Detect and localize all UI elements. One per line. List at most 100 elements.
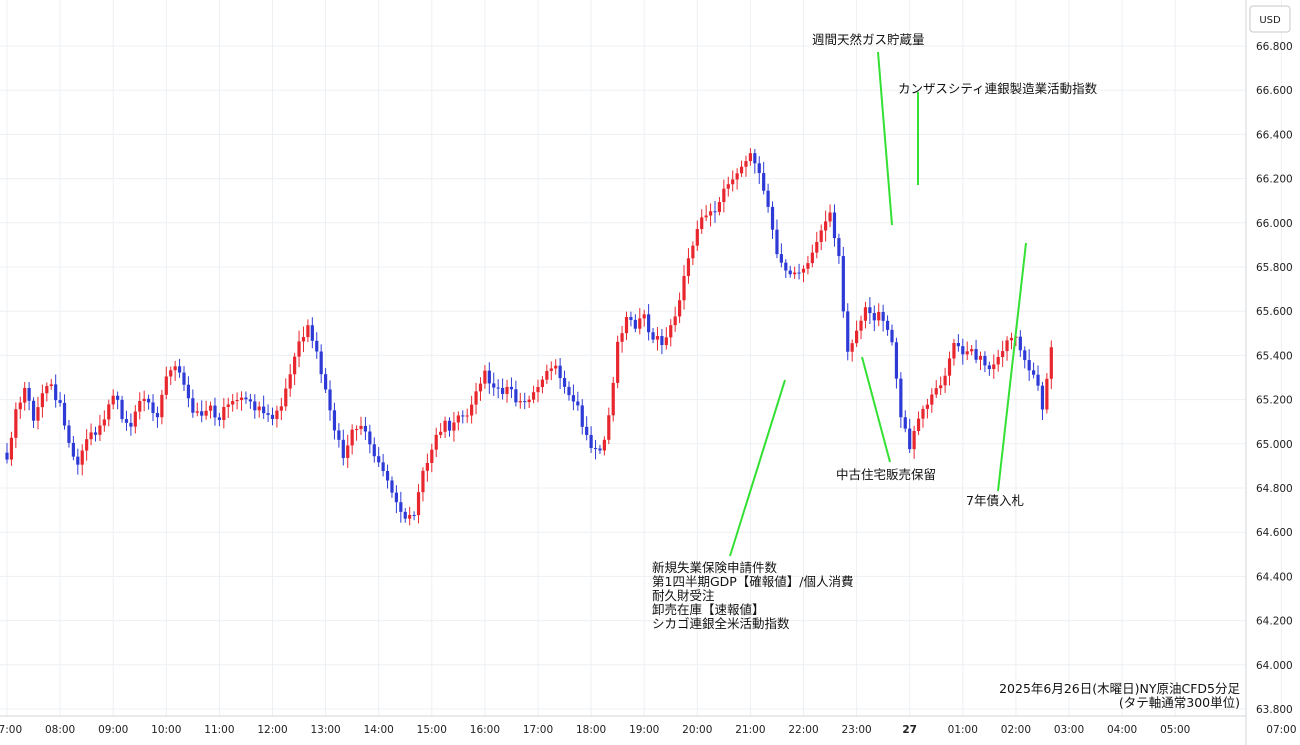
candle	[182, 366, 186, 392]
candle	[5, 442, 9, 464]
candle	[71, 436, 75, 461]
candle	[1036, 365, 1040, 391]
candle	[793, 266, 797, 279]
candle	[961, 338, 965, 365]
candle	[191, 389, 195, 418]
candle	[894, 337, 899, 389]
y-tick-label: 65.000	[1256, 439, 1293, 451]
candle	[713, 201, 717, 223]
candle	[1005, 336, 1009, 361]
x-tick-label: 02:00	[1001, 724, 1031, 736]
candle	[731, 170, 735, 192]
candle	[770, 201, 775, 239]
candle	[89, 423, 93, 446]
candle	[58, 392, 62, 407]
candle	[275, 405, 279, 428]
candle	[753, 148, 757, 174]
candle	[912, 425, 916, 459]
candle	[465, 408, 469, 423]
candle	[695, 220, 699, 251]
candle	[607, 407, 611, 445]
candle	[111, 389, 115, 410]
annotation-leader-line	[877, 51, 893, 226]
candle	[186, 376, 191, 408]
candle	[908, 418, 912, 453]
caption-line-2: (タテ軸通常300単位)	[1119, 695, 1240, 710]
candle	[828, 204, 832, 228]
candle	[257, 401, 261, 418]
grid-layer	[0, 0, 1282, 716]
x-tick-label: 21:00	[735, 724, 765, 736]
candle	[332, 402, 337, 440]
y-tick-label: 66.800	[1256, 41, 1293, 53]
event-annotation: 新規失業保険申請件数第1四半期GDP【確報値】/個人消費耐久財受注卸売在庫【速報…	[652, 379, 854, 631]
candle	[478, 377, 483, 401]
candle	[439, 423, 443, 439]
candle	[337, 423, 341, 448]
candle	[200, 400, 204, 423]
candle	[877, 303, 881, 327]
candle	[27, 382, 31, 411]
candle	[231, 394, 235, 412]
candle	[872, 305, 876, 332]
candle	[147, 394, 151, 410]
y-tick-label: 66.000	[1256, 218, 1293, 230]
candle	[368, 424, 372, 454]
y-tick-label: 64.000	[1256, 660, 1293, 672]
candle	[45, 382, 49, 402]
candle	[916, 411, 921, 436]
caption-line-1: 2025年6月26日(木曜日)NY原油CFD5分足	[999, 681, 1240, 696]
candle	[974, 339, 978, 364]
candle	[394, 485, 398, 514]
x-tick-label: 18:00	[576, 724, 606, 736]
candle	[31, 397, 36, 428]
candle	[726, 176, 730, 197]
candle	[593, 439, 598, 460]
candle	[841, 246, 845, 318]
chart-caption: 2025年6月26日(木曜日)NY原油CFD5分足 (タテ軸通常300単位)	[999, 681, 1240, 710]
candle	[213, 397, 217, 426]
candle	[947, 351, 952, 386]
candle	[483, 365, 487, 389]
candle	[372, 437, 376, 463]
candle	[425, 453, 429, 482]
candle	[403, 508, 407, 523]
candle	[921, 405, 925, 428]
annotation-label: 耐久財受注	[652, 588, 715, 603]
candle	[518, 392, 522, 409]
y-tick-label: 63.800	[1256, 704, 1293, 716]
candle	[930, 388, 934, 413]
x-tick-label: 19:00	[629, 724, 659, 736]
x-tick-label: 17:00	[523, 724, 553, 736]
candle	[810, 244, 814, 268]
candle	[602, 436, 606, 456]
candle	[505, 379, 509, 403]
candle	[452, 411, 456, 442]
candle	[545, 364, 549, 385]
candle	[253, 394, 257, 419]
currency-label[interactable]: USD	[1249, 5, 1291, 33]
candle	[208, 401, 213, 419]
candle	[567, 381, 571, 401]
candle	[748, 148, 752, 166]
y-tick-label: 65.800	[1256, 262, 1293, 274]
candle	[14, 402, 18, 448]
candle	[116, 391, 120, 410]
x-tick-label: 22:00	[788, 724, 818, 736]
candle	[970, 344, 974, 356]
candle	[704, 205, 708, 222]
candle	[346, 434, 350, 468]
candle	[319, 344, 323, 384]
candle	[385, 464, 390, 489]
y-tick-label: 66.600	[1256, 85, 1293, 97]
candle	[881, 304, 885, 332]
candle	[284, 378, 288, 411]
candle	[925, 398, 929, 419]
candle	[133, 405, 137, 434]
candle	[262, 395, 266, 419]
candle	[501, 378, 505, 400]
candle	[390, 476, 394, 498]
candle	[76, 448, 80, 475]
candle	[850, 339, 854, 362]
annotation-label: シカゴ連銀全米活動指数	[652, 616, 790, 631]
